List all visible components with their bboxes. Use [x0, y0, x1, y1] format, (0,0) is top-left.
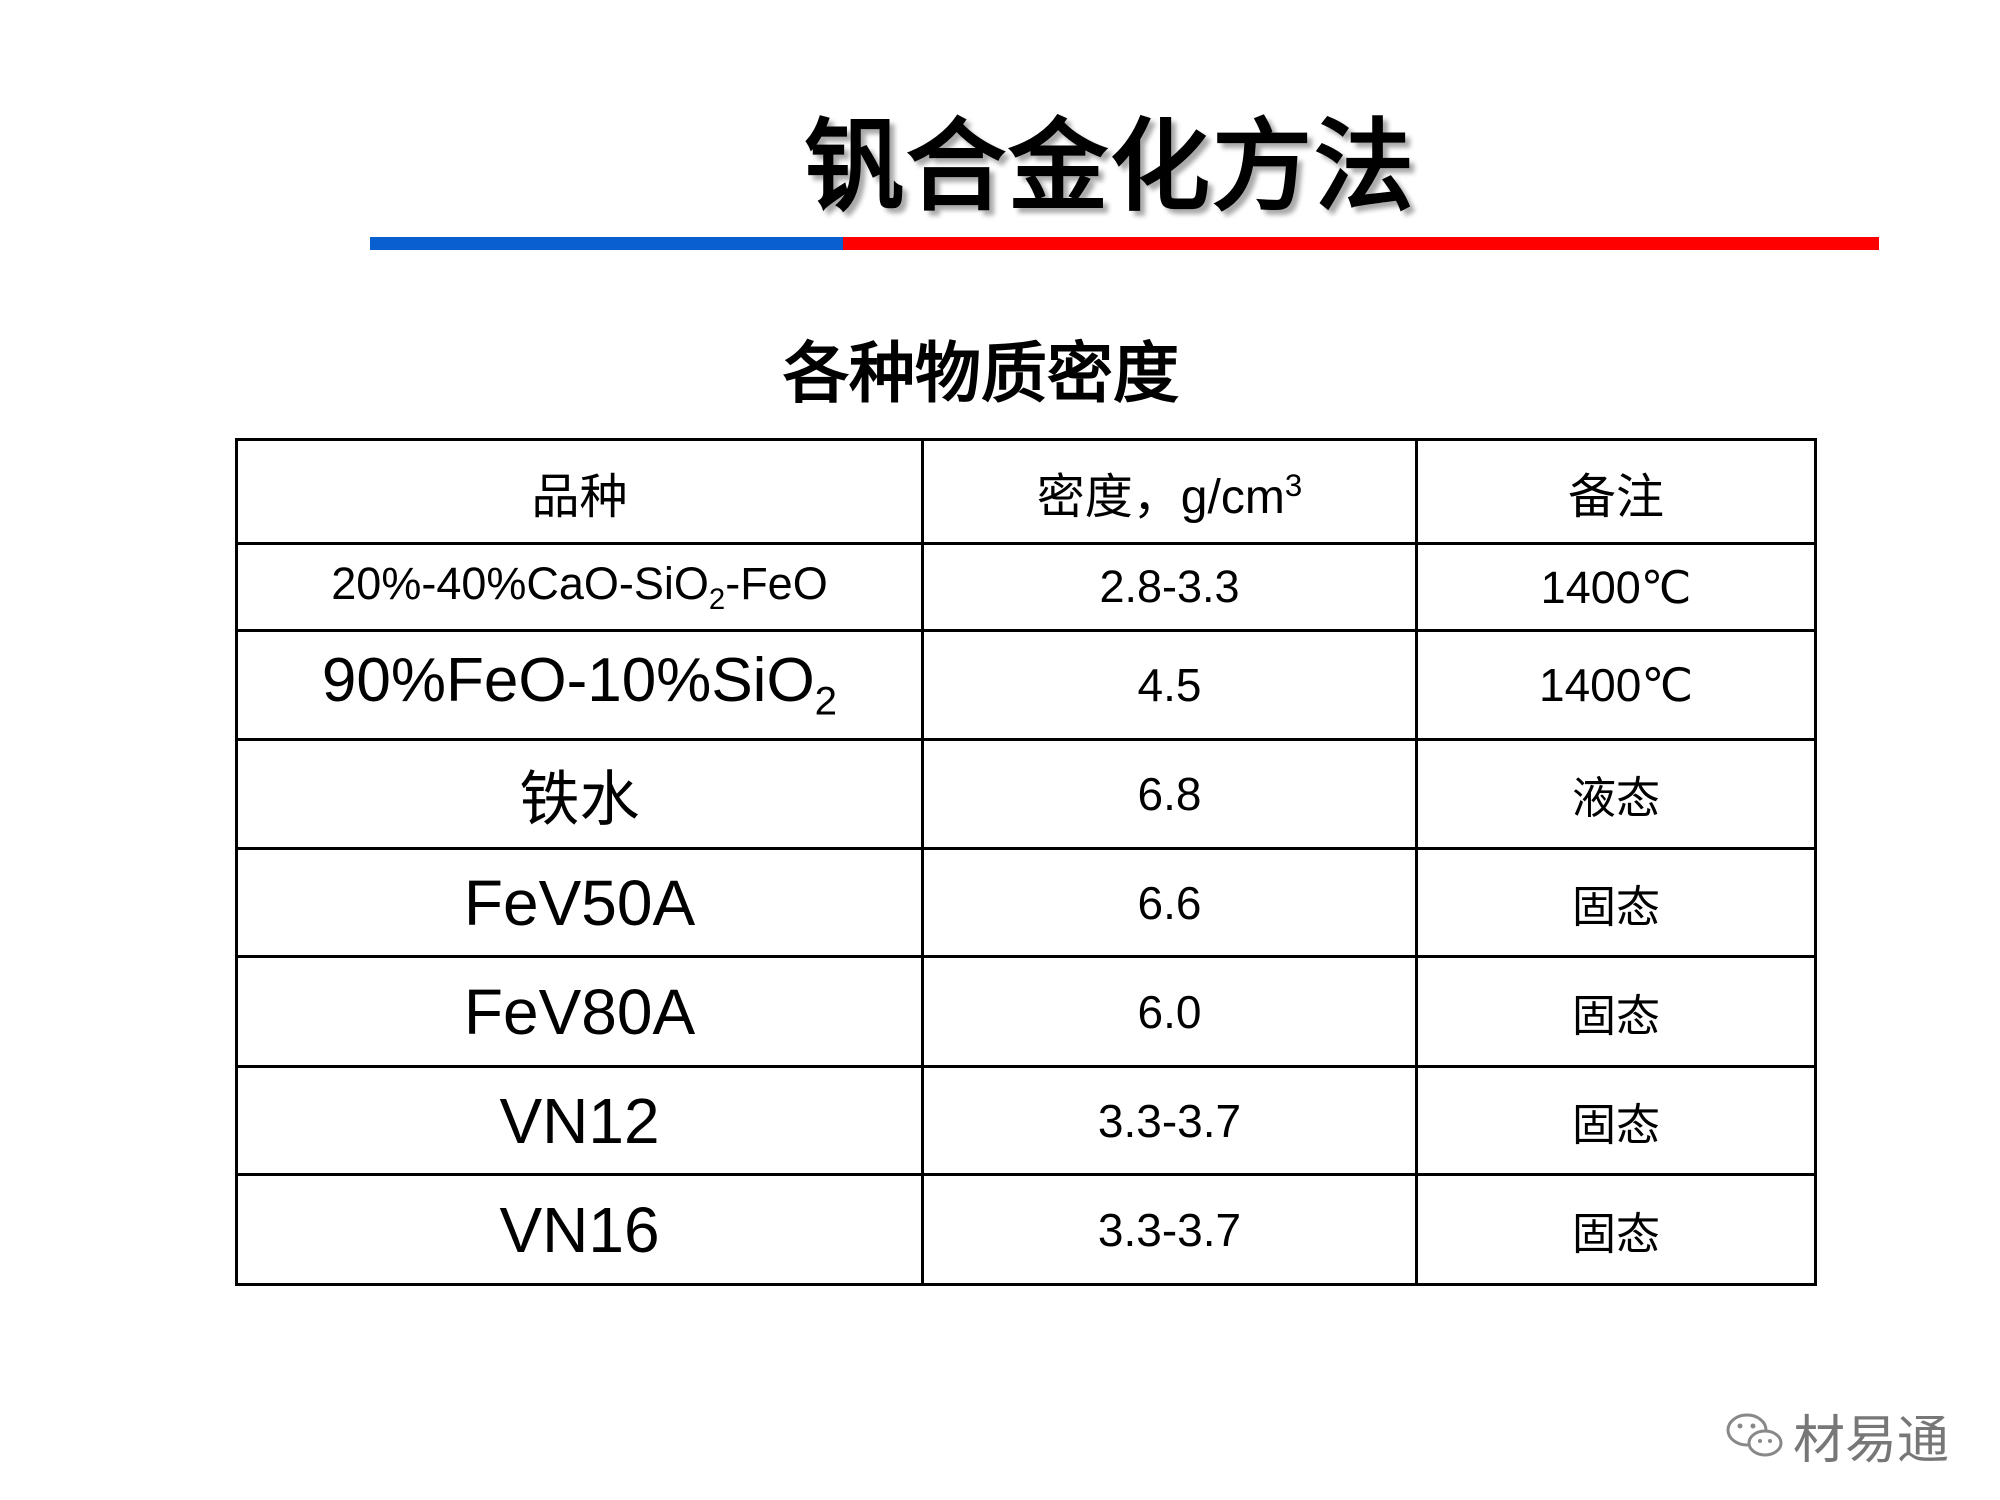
cell-text: VN16 [499, 1193, 660, 1266]
table-cell: 固态 [1415, 847, 1817, 958]
cell-text: 密度，g/cm [1036, 470, 1285, 524]
wechat-icon [1726, 1413, 1783, 1456]
cell-text: 备注 [1567, 470, 1664, 524]
table-row: FeV80A 6.0 固态 [235, 955, 1817, 1068]
table-cell: 固态 [1415, 1173, 1817, 1286]
superscript: 3 [1284, 467, 1303, 503]
cell-text: 4.5 [1137, 659, 1202, 711]
header-row: 品种 密度，g/cm3 备注 [235, 438, 1817, 545]
subscript: 2 [814, 678, 838, 724]
table-title: 各种物质密度 [783, 336, 1179, 410]
subscript: 2 [708, 583, 726, 616]
table-cell: 1400℃ [1415, 629, 1817, 741]
cell-text: 90%FeO-10%SiO [321, 646, 815, 716]
cell-text: 1400℃ [1539, 659, 1693, 711]
slide-title: 钒合金化方法 [804, 111, 1416, 223]
cell-text: -FeO [725, 557, 828, 609]
table-cell: 固态 [1415, 955, 1817, 1068]
cell-text: 固态 [1572, 1209, 1660, 1259]
header-cell: 密度，g/cm3 [921, 438, 1418, 545]
table-cell: 1400℃ [1415, 542, 1817, 632]
table-row: VN16 3.3-3.7 固态 [235, 1173, 1817, 1286]
cell-text: 6.8 [1137, 768, 1202, 820]
cell-text: 1400℃ [1540, 561, 1692, 613]
table-cell: 液态 [1415, 738, 1817, 850]
cell-text: 品种 [531, 470, 628, 524]
cell-text: 3.3-3.7 [1097, 1094, 1242, 1147]
header-cell: 品种 [235, 438, 924, 545]
table-cell: FeV50A [235, 847, 924, 958]
table-cell: 4.5 [921, 629, 1418, 741]
table-row: 90%FeO-10%SiO2 4.5 1400℃ [235, 629, 1817, 741]
cell-text: 3.3-3.7 [1097, 1203, 1242, 1256]
cell-text: FeV50A [463, 866, 696, 939]
table-cell: 3.3-3.7 [921, 1065, 1418, 1176]
table-cell: 6.8 [921, 738, 1418, 850]
table-row: 铁水 6.8 液态 [235, 738, 1817, 850]
cell-text: 固态 [1572, 1100, 1660, 1150]
table-row: FeV50A 6.6 固态 [235, 847, 1817, 958]
cell-text: VN12 [499, 1084, 660, 1157]
table-row: 20%-40%CaO-SiO2-FeO 2.8-3.3 1400℃ [235, 542, 1817, 632]
table-cell: VN16 [235, 1173, 924, 1286]
table-cell: 20%-40%CaO-SiO2-FeO [235, 542, 924, 632]
table-cell: 固态 [1415, 1065, 1817, 1176]
table-cell: 2.8-3.3 [921, 542, 1418, 632]
table-cell: 3.3-3.7 [921, 1173, 1418, 1286]
table-cell: 铁水 [235, 738, 924, 850]
cell-text: FeV80A [463, 975, 696, 1048]
cell-text: 液态 [1572, 774, 1660, 823]
divider-red [843, 237, 1879, 250]
divider-blue [370, 237, 843, 250]
table-cell: FeV80A [235, 955, 924, 1068]
cell-text: 6.6 [1137, 876, 1202, 929]
cell-text: 铁水 [519, 765, 640, 833]
table-row: VN12 3.3-3.7 固态 [235, 1065, 1817, 1176]
cell-text: 2.8-3.3 [1099, 561, 1240, 612]
watermark: 材易通 [1725, 1398, 1949, 1473]
header-cell: 备注 [1415, 438, 1817, 545]
cell-text: 固态 [1572, 991, 1660, 1041]
cell-text: 6.0 [1137, 985, 1202, 1038]
table-cell: 90%FeO-10%SiO2 [235, 629, 924, 741]
table-cell: 6.0 [921, 955, 1418, 1068]
cell-text: 20%-40%CaO-SiO [331, 557, 709, 609]
watermark-text: 材易通 [1793, 1412, 1950, 1470]
table-cell: VN12 [235, 1065, 924, 1176]
table-cell: 6.6 [921, 847, 1418, 958]
density-table: 品种 密度，g/cm3 备注 20%-40%CaO-SiO2-FeO 2.8-3.3 14… [235, 438, 1817, 1286]
cell-text: 固态 [1572, 882, 1660, 932]
